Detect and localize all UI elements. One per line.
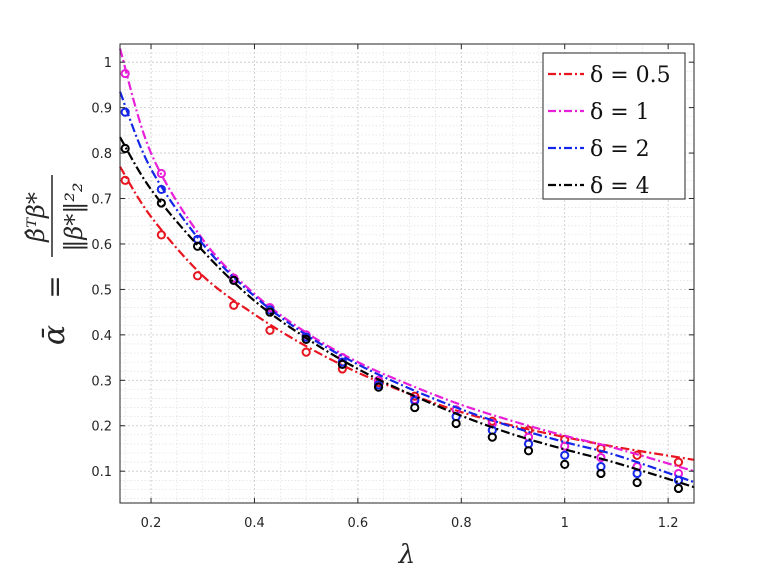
data-point [120, 143, 130, 154]
y-tick-label: 1 [104, 56, 112, 71]
data-point [560, 450, 570, 460]
data-point [451, 418, 461, 429]
legend-entry-label: δ = 4 [590, 174, 650, 199]
data-point [410, 391, 420, 401]
series-line [119, 136, 695, 489]
axes-box [119, 43, 695, 504]
data-point [673, 457, 684, 467]
x-tick-label: 0.4 [244, 516, 265, 531]
data-point [410, 402, 420, 413]
data-point [229, 275, 239, 285]
legend-entry-label: δ = 1 [590, 100, 650, 125]
data-point [156, 198, 166, 208]
x-tick-labels: 0.2 0.4 0.6 0.8 1 1.2 [141, 516, 679, 531]
legend: δ = 0.5 δ = 1 δ = 2 δ = 4 [542, 52, 686, 200]
data-point [301, 334, 311, 344]
data-point [596, 452, 606, 463]
data-point [337, 359, 347, 369]
data-point [192, 271, 203, 281]
y-axis-label-lhs: ᾱ [37, 325, 72, 345]
y-axis-label: ᾱ = β̂ᵀβ* ‖β*‖²₂ [22, 175, 89, 345]
data-point [156, 230, 166, 240]
series-4 [119, 136, 695, 494]
data-point [120, 175, 130, 185]
y-tick-label: 0.6 [91, 238, 112, 253]
legend-items: δ = 0.5 δ = 1 δ = 2 δ = 4 [548, 63, 671, 199]
y-tick-label: 0.5 [91, 283, 112, 298]
y-tick-label: 0.2 [91, 420, 112, 435]
data-point [192, 241, 203, 251]
data-point [560, 459, 570, 469]
data-point [265, 307, 275, 317]
y-tick-label: 0.1 [91, 465, 112, 480]
x-tick-label: 0.2 [141, 516, 162, 531]
y-tick-label: 0.3 [91, 374, 112, 389]
y-axis-label-numerator: β̂ᵀβ* [22, 192, 50, 243]
legend-box [542, 52, 686, 200]
data-point [265, 325, 275, 335]
minor-grid [120, 44, 694, 503]
data-point [632, 450, 642, 460]
legend-entry-label: δ = 2 [590, 137, 650, 162]
data-point [596, 468, 606, 479]
data-point [560, 441, 570, 451]
data-point [156, 168, 166, 179]
y-tick-label: 0.4 [91, 329, 112, 344]
y-axis-label-equals: = [38, 275, 71, 298]
ticks-layer [120, 44, 694, 503]
legend-entry-label: δ = 0.5 [590, 63, 671, 88]
series-line [118, 91, 695, 484]
x-axis-label: λ [398, 540, 415, 570]
y-tick-label: 0.7 [91, 193, 112, 208]
y-tick-labels: 0.1 0.2 0.3 0.4 0.5 0.6 0.7 0.8 0.9 1 [91, 56, 112, 480]
data-point [632, 477, 642, 488]
data-point [373, 382, 384, 392]
y-tick-label: 0.8 [91, 147, 112, 162]
series-line [118, 48, 695, 473]
y-axis-label-denominator: ‖β*‖²₂ [60, 182, 89, 251]
data-point [673, 483, 684, 494]
data-point [120, 107, 130, 117]
x-tick-label: 1.2 [658, 516, 679, 531]
x-tick-label: 0.8 [451, 516, 472, 531]
data-point [523, 446, 534, 456]
data-point [120, 68, 130, 79]
data-point [156, 184, 166, 195]
y-tick-label: 0.9 [91, 102, 112, 117]
x-tick-label: 1 [561, 516, 569, 531]
x-tick-label: 0.6 [348, 516, 369, 531]
data-point [487, 432, 497, 442]
series-layer [118, 48, 695, 494]
data-point [301, 347, 311, 357]
data-point [229, 300, 239, 310]
